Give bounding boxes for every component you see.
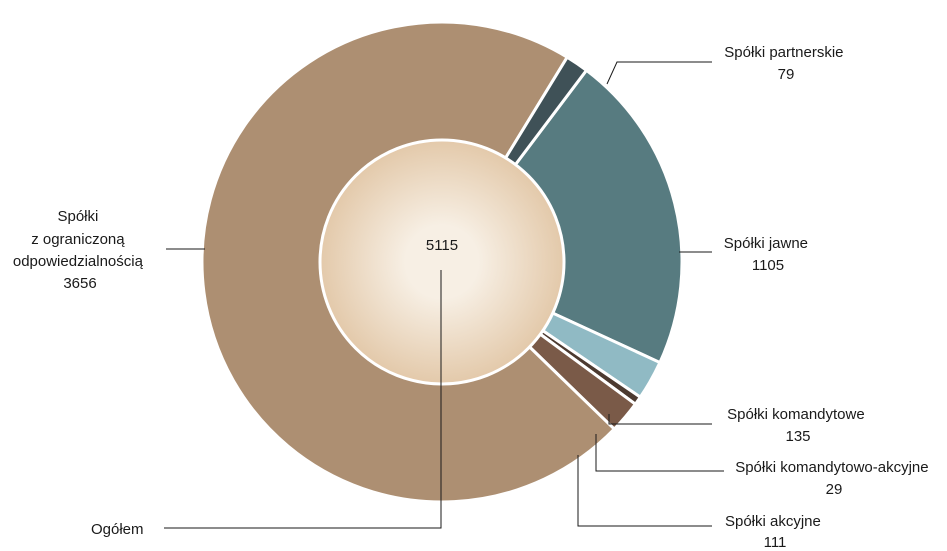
label-komandytowo-akcyjne: Spółki komandytowo-akcyjne 29 bbox=[735, 459, 933, 498]
label-zoo-line3: odpowiedzialnością bbox=[13, 253, 144, 270]
label-partnerskie: Spółki partnerskie 79 bbox=[724, 44, 847, 83]
leader-line-ogolem bbox=[164, 270, 442, 529]
label-zoo-line2: z ograniczoną bbox=[31, 231, 125, 248]
leader-line-komandytowe bbox=[608, 414, 712, 425]
label-komandytowe-name: Spółki komandytowe bbox=[727, 406, 865, 423]
label-jawne-name: Spółki jawne bbox=[724, 235, 808, 252]
label-komandytowe-value: 135 bbox=[785, 428, 810, 445]
label-zoo-line1: Spółki bbox=[57, 208, 98, 225]
label-partnerskie-value: 79 bbox=[778, 66, 795, 83]
label-jawne: Spółki jawne 1105 bbox=[724, 235, 812, 274]
label-akcyjne-name: Spółki akcyjne bbox=[725, 513, 821, 530]
label-zoo: Spółki z ograniczoną odpowiedzialnością … bbox=[13, 208, 147, 292]
label-jawne-value: 1105 bbox=[752, 257, 784, 274]
label-ogolem: Ogółem bbox=[91, 521, 144, 538]
leader-line-partnerskie bbox=[606, 61, 712, 85]
label-komandytowo-akcyjne-value: 29 bbox=[826, 481, 843, 498]
label-komandytowo-akcyjne-name: Spółki komandytowo-akcyjne bbox=[735, 459, 928, 476]
label-partnerskie-name: Spółki partnerskie bbox=[724, 44, 843, 61]
label-komandytowe: Spółki komandytowe 135 bbox=[727, 406, 869, 445]
center-value: 5115 bbox=[426, 237, 458, 254]
label-akcyjne-value: 111 bbox=[764, 534, 787, 551]
leader-line-akcyjne bbox=[577, 455, 712, 527]
label-zoo-value: 3656 bbox=[63, 275, 96, 292]
center-disc bbox=[318, 138, 566, 386]
leader-line-komandytowo-akcyjne bbox=[595, 434, 724, 472]
label-akcyjne: Spółki akcyjne 111 bbox=[725, 513, 825, 551]
